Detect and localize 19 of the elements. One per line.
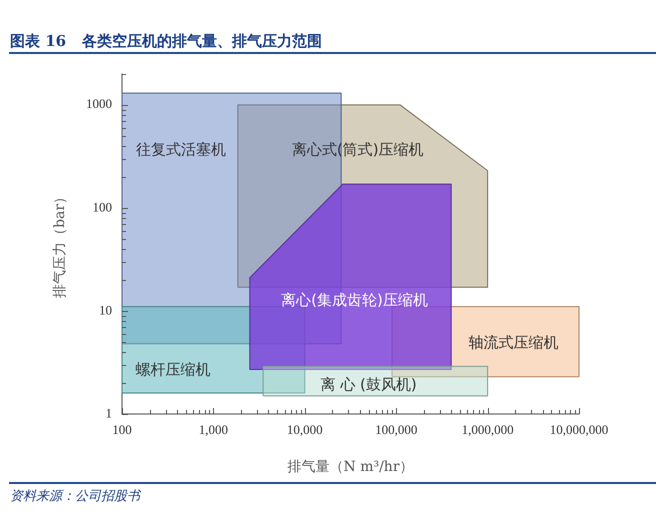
series-label: 离 心 (鼓风机) bbox=[320, 375, 417, 394]
y-tick-label: 1 bbox=[106, 405, 112, 420]
y-tick-label: 1000 bbox=[86, 96, 112, 112]
y-tick-label: 100 bbox=[92, 199, 112, 214]
series-label: 螺杆压缩机 bbox=[136, 360, 211, 378]
x-tick-label: 1,000,000 bbox=[462, 422, 514, 438]
y-axis-title: 排气压力（bar） bbox=[52, 190, 68, 298]
chart-title: 图表 16 各类空压机的排气量、排气压力范围 bbox=[10, 32, 322, 51]
x-axis-title: 排气量（N m³/hr） bbox=[287, 459, 414, 476]
x-tick-label: 10,000 bbox=[286, 422, 323, 438]
series-label: 离心(集成齿轮)压缩机 bbox=[281, 290, 428, 309]
x-tick-label: 100,000 bbox=[375, 422, 418, 438]
x-tick-label: 1,000 bbox=[198, 422, 228, 438]
text: 资料来源：公司招股书 bbox=[10, 488, 140, 505]
x-tick-label: 100 bbox=[112, 422, 132, 438]
y-tick-label: 10 bbox=[99, 302, 112, 318]
series-label: 往复式活塞机 bbox=[136, 140, 226, 159]
series-label: 轴流式压缩机 bbox=[468, 334, 559, 352]
x-tick-label: 10,000,000 bbox=[550, 422, 608, 438]
